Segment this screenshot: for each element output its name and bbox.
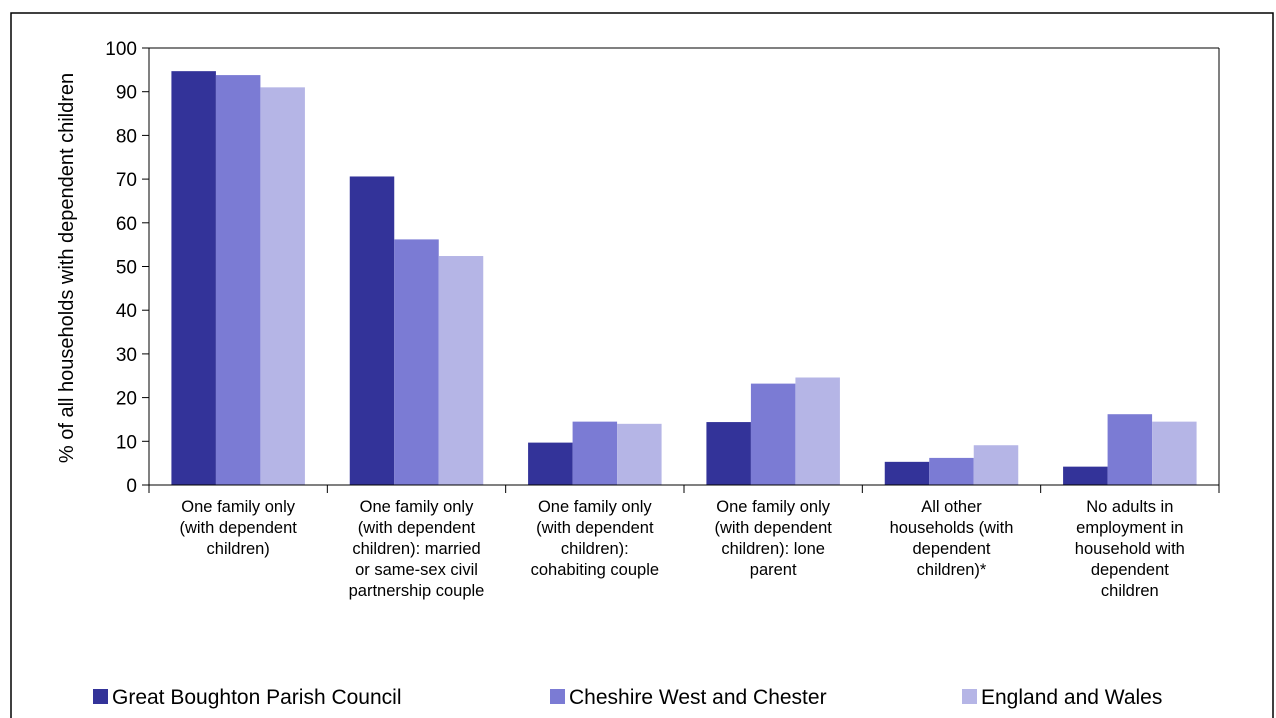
legend-swatch-1: [550, 689, 565, 704]
y-tick-label: 50: [116, 258, 137, 279]
legend-label-0: Great Boughton Parish Council: [112, 686, 402, 709]
y-axis-title: % of all households with dependent child…: [56, 73, 78, 463]
x-category-label: No adults in employment in household with d…: [1075, 498, 1185, 600]
bar-series-1-cat-3: [750, 383, 796, 485]
bar-series-0-cat-2: [528, 442, 573, 485]
bar-series-1-cat-4: [929, 457, 974, 485]
y-tick-label: 20: [116, 389, 137, 410]
x-category-label-line: All other: [921, 498, 982, 516]
x-category-label: One family only (with dependent children):…: [714, 498, 832, 579]
y-tick-label: 100: [105, 39, 137, 60]
y-tick-label: 70: [116, 170, 137, 191]
bars: [171, 71, 1197, 486]
x-category-label: All other households (with dependent childr…: [890, 498, 1014, 579]
x-labels: One family only (with dependent children)O…: [179, 498, 1184, 600]
bar-series-2-cat-2: [617, 423, 662, 485]
x-category-label-line: (with dependent: [179, 519, 297, 537]
x-category-label-line: One family only: [181, 498, 295, 516]
x-category-label-line: or same-sex civil: [355, 561, 478, 579]
y-tick-label: 60: [116, 214, 137, 235]
legend: Great Boughton Parish Council Cheshire We…: [93, 686, 1162, 709]
x-category-label-line: partnership couple: [349, 582, 485, 600]
x-category-label-line: cohabiting couple: [531, 561, 659, 579]
bar-series-1-cat-0: [215, 75, 261, 486]
legend-label-2: England and Wales: [981, 686, 1162, 709]
x-category-label-line: employment in: [1076, 519, 1183, 537]
x-category-label: One family only (with dependent children): [179, 498, 297, 558]
x-category-label-line: (with dependent: [358, 519, 476, 537]
x-category-label-line: One family only: [538, 498, 652, 516]
bar-series-2-cat-4: [973, 445, 1019, 485]
bar-series-1-cat-2: [572, 421, 618, 485]
x-category-label-line: parent: [750, 561, 797, 579]
bar-series-0-cat-5: [1063, 466, 1108, 485]
x-category-label-line: One family only: [360, 498, 474, 516]
bar-series-1-cat-5: [1107, 414, 1153, 485]
bar-series-2-cat-5: [1152, 421, 1197, 485]
y-tick-label: 30: [116, 345, 137, 366]
x-category-label-line: dependent: [1091, 561, 1169, 579]
axes: [148, 47, 1220, 493]
x-category-label-line: children): [207, 540, 270, 558]
x-category-label-line: children)*: [917, 561, 987, 579]
legend-swatch-0: [93, 689, 108, 704]
y-tick-label: 0: [126, 476, 137, 497]
x-category-label: One family only (with dependent children):…: [531, 498, 659, 579]
x-category-label-line: children: [1101, 582, 1159, 600]
x-category-label-line: children): married: [352, 540, 480, 558]
y-tick-label: 80: [116, 126, 137, 147]
x-category-label-line: children): lone: [721, 540, 825, 558]
x-category-label-line: dependent: [913, 540, 991, 558]
bar-series-2-cat-0: [260, 87, 305, 485]
bar-series-0-cat-4: [884, 461, 930, 485]
x-category-label-line: children):: [561, 540, 629, 558]
y-tick-label: 10: [116, 432, 137, 453]
bar-series-0-cat-0: [171, 71, 216, 485]
y-tick-label: 90: [116, 83, 137, 104]
bar-series-0-cat-1: [349, 176, 395, 485]
y-ticks: 0 10 20 30 40 50 60 70 80 90 100: [105, 39, 149, 497]
x-category-label-line: One family only: [716, 498, 830, 516]
x-category-label-line: (with dependent: [536, 519, 654, 537]
x-category-label-line: household with: [1075, 540, 1185, 558]
legend-label-1: Cheshire West and Chester: [569, 686, 827, 709]
x-category-label: One family only (with dependent children):…: [349, 498, 485, 600]
x-category-label-line: No adults in: [1086, 498, 1173, 516]
y-tick-label: 40: [116, 301, 137, 322]
bar-series-2-cat-3: [795, 377, 840, 485]
bar-series-2-cat-1: [438, 256, 484, 485]
x-category-label-line: (with dependent: [714, 519, 832, 537]
legend-swatch-2: [962, 689, 977, 704]
bar-series-0-cat-3: [706, 422, 751, 485]
bar-series-1-cat-1: [394, 239, 439, 485]
x-category-label-line: households (with: [890, 519, 1014, 537]
